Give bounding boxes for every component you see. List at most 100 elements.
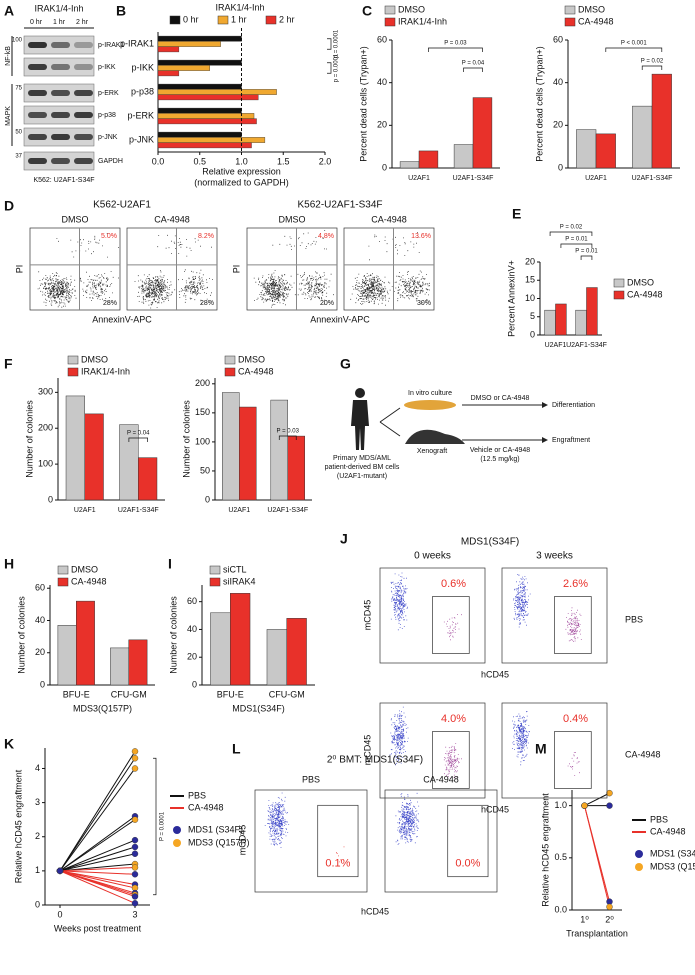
legend-label: DMSO (81, 354, 108, 364)
legend-label: DMSO (627, 277, 654, 287)
y-tick-label: 200 (195, 378, 210, 388)
x-tick-label: CFU-GM (269, 689, 305, 699)
panel-letter: L (232, 741, 241, 757)
flow-events (565, 607, 582, 642)
blot-band (51, 90, 70, 96)
marker (131, 755, 139, 762)
y-tick-label: 100 (195, 436, 210, 446)
y-axis-label: Number of colonies (24, 400, 34, 478)
flow-percent: 8.2% (198, 233, 214, 240)
y-axis-label: Relative hCD45 engraftment (540, 793, 550, 907)
panel-letter: D (4, 198, 14, 214)
marker (131, 836, 139, 844)
y-tick-label: p-IRAK1 (120, 38, 154, 48)
blot-band (28, 112, 47, 118)
flow-plot-frame (126, 227, 218, 311)
y-tick-label: 1 (35, 865, 40, 875)
blot-band (51, 64, 70, 70)
y-tick-label: 60 (35, 583, 45, 593)
series-line (59, 870, 136, 886)
bar (544, 309, 556, 336)
bar (138, 457, 158, 501)
flow-percent: 0.1% (325, 857, 350, 869)
y-tick-label: 0 (205, 494, 210, 504)
marker (131, 864, 139, 871)
culture-dish (404, 400, 456, 410)
bar (287, 435, 305, 501)
source-label: Primary MDS/AML (333, 455, 391, 462)
series-line (59, 757, 136, 872)
y-tick-label: 3 (35, 797, 40, 807)
mw-marker: 75 (15, 86, 22, 92)
legend-label: IRAK1/4-Inh (398, 16, 447, 26)
flow-percent: 4.8% (318, 233, 334, 240)
x-tick-label: 2⁰ (605, 914, 614, 924)
y-tick-label: p-JNK (129, 134, 154, 144)
flow-events (512, 711, 530, 766)
y-tick-label: 100 (38, 458, 53, 468)
mouse (405, 429, 465, 444)
flow-percent: 0.6% (441, 578, 466, 590)
protein-label: p-p38 (98, 112, 116, 119)
bar (157, 41, 221, 47)
group-label: NF-kB (5, 46, 12, 66)
y-tick-label: p-IKK (131, 62, 154, 72)
legend-label: MDS1 (S34F) (650, 848, 695, 858)
x-tick-label: 1⁰ (580, 914, 589, 924)
flow-events (350, 232, 430, 306)
x-axis-label: hCD45 (481, 804, 509, 814)
y-axis-label: Number of colonies (16, 596, 26, 674)
y-tick-label: 5 (530, 311, 535, 321)
bar (157, 131, 242, 138)
bar (128, 639, 148, 686)
outcome-label: Engraftment (552, 437, 590, 444)
legend-label: 0 hr (183, 14, 199, 24)
p-value: P = 0.01 (565, 237, 588, 243)
gate (554, 596, 592, 654)
flow-title: CA-4948 (371, 214, 407, 224)
legend-swatch (67, 355, 79, 365)
x-axis-label: Relative expression (202, 166, 281, 176)
marker (606, 802, 613, 809)
flow-percent: 28% (200, 300, 214, 307)
flow-events (37, 233, 119, 308)
x-axis-label: Weeks post treatment (54, 923, 142, 933)
blot-caption: K562: U2AF1-S34F (33, 177, 94, 184)
blot-band (51, 158, 70, 164)
lane-label: 1 hr (53, 19, 66, 26)
flow-events (443, 743, 462, 779)
x-tick-label: BFU-E (217, 689, 244, 699)
x-tick-label: 1.0 (235, 156, 248, 166)
blot-band (74, 64, 93, 70)
protein-label: p-IRAK1 (98, 42, 125, 49)
blot-band (74, 42, 93, 48)
x-tick-label: U2AF1 (228, 507, 250, 514)
bar (418, 150, 439, 169)
legend-label: MDS3 (Q157P) (188, 837, 250, 847)
flow-percent: 13.6% (411, 233, 431, 240)
legend-swatch (613, 278, 625, 288)
legend-label: siCTL (223, 564, 247, 574)
blot-title: IRAK1/4-Inh (34, 3, 83, 13)
flow-plot-frame (246, 227, 338, 311)
legend-label: PBS (650, 814, 668, 824)
flow-title: CA-4948 (154, 214, 190, 224)
x-tick-label: U2AF1 (545, 342, 567, 349)
y-tick-label: 60 (377, 34, 387, 44)
bar (157, 65, 210, 71)
significance-bracket (605, 47, 663, 52)
legend-label: 2 hr (279, 14, 295, 24)
bar (157, 35, 242, 42)
x-tick-label: U2AF1-S34F (632, 175, 673, 182)
flow-events (395, 792, 420, 845)
y-axis-label: Relative hCD45 engraftment (13, 769, 23, 883)
x-tick-label: U2AF1-S34F (267, 507, 308, 514)
y-axis-label: mCD45 (362, 735, 372, 766)
legend-swatch (67, 367, 79, 377)
legend-label: DMSO (398, 4, 425, 14)
flow-events (264, 792, 290, 848)
row-label: CA-4948 (625, 749, 661, 759)
bar (157, 70, 180, 77)
blot-band (28, 64, 47, 70)
y-tick-label: 200 (38, 423, 53, 433)
